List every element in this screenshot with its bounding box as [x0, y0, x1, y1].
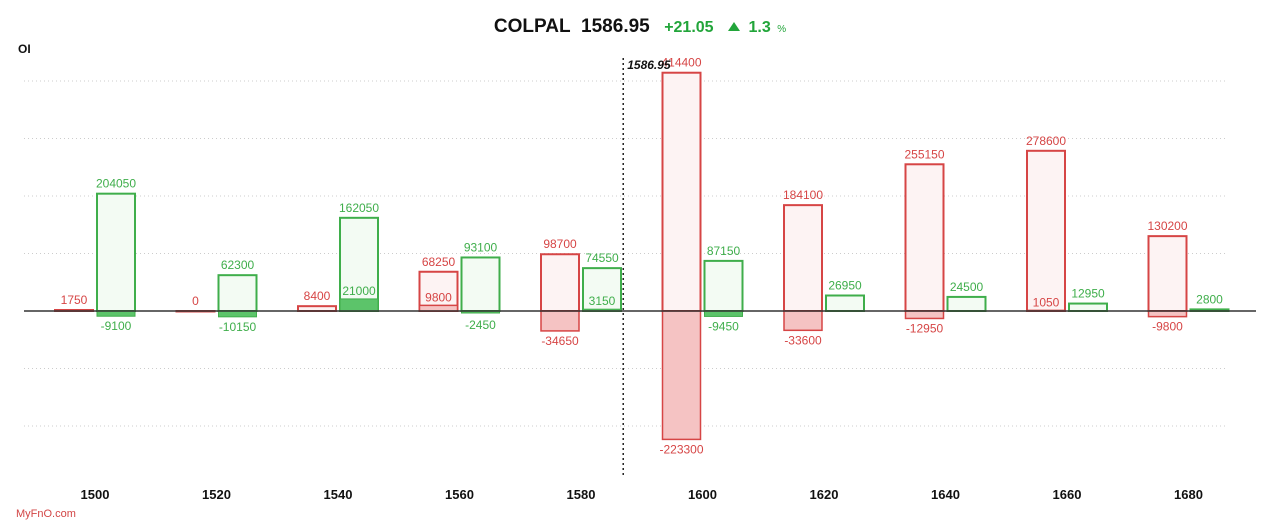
put-oi-label: 24500 — [950, 280, 984, 294]
call-oi-bar — [783, 204, 823, 312]
call-oi-label: 8400 — [304, 289, 331, 303]
put-oi-change-label: 3150 — [589, 294, 616, 308]
call-oi-label: 130200 — [1147, 219, 1187, 233]
x-tick-label: 1500 — [81, 487, 110, 502]
call-oi-change-label: -223300 — [659, 442, 703, 456]
price-change: +21.05 — [664, 19, 714, 36]
put-oi-change-label: -9100 — [101, 319, 132, 333]
put-oi-label: 74550 — [585, 251, 619, 265]
put-oi-change-label: -9450 — [708, 319, 739, 333]
put-oi-label: 93100 — [464, 240, 498, 254]
x-tick-label: 1660 — [1053, 487, 1082, 502]
call-oi-label: 1750 — [61, 293, 88, 307]
call-oi-change-label: -12950 — [906, 321, 944, 335]
put-oi-label: 62300 — [221, 258, 255, 272]
y-axis-label: OI — [18, 42, 31, 56]
symbol: COLPAL — [493, 16, 571, 37]
call-oi-bar — [661, 71, 702, 312]
call-oi-change-label: 1050 — [1033, 295, 1060, 309]
call-oi-change-bar — [1147, 310, 1188, 318]
call-oi-bar — [1147, 235, 1188, 312]
x-tick-label: 1620 — [810, 487, 839, 502]
put-oi-label: 204050 — [96, 177, 136, 191]
price: 1586.95 — [581, 16, 650, 37]
call-oi-bar — [904, 163, 945, 312]
gridlines — [24, 80, 1228, 427]
put-oi-change-bar — [339, 298, 379, 312]
data-labels: 1750 204050 -9100 0 62300 -10150 8400 162050 210… — [61, 56, 1224, 457]
put-oi-bar — [703, 259, 744, 313]
call-oi-bar — [1026, 149, 1066, 312]
x-tick-label: 1680 — [1174, 487, 1203, 502]
call-oi-change-bar — [904, 310, 945, 320]
call-oi-label: 98700 — [543, 237, 577, 251]
put-oi-change-label: -10150 — [219, 320, 257, 334]
x-tick-label: 1560 — [445, 487, 474, 502]
put-oi-change-bar — [96, 310, 136, 317]
call-oi-label: 0 — [192, 294, 199, 308]
call-oi-change-label: -33600 — [784, 333, 822, 347]
put-oi-label: 2800 — [1196, 292, 1223, 306]
percent-change: 1.3 — [748, 19, 771, 36]
percent-sign: % — [777, 24, 787, 35]
put-oi-label: 26950 — [828, 279, 862, 293]
call-oi-label: 68250 — [422, 255, 456, 269]
call-oi-label: 255150 — [904, 147, 944, 161]
call-oi-label: 184100 — [783, 188, 823, 202]
put-oi-bar — [825, 294, 865, 313]
call-oi-change-bar — [540, 310, 580, 332]
call-oi-change-label: 9800 — [425, 290, 452, 304]
put-oi-change-bar — [218, 310, 257, 318]
put-oi-bar — [217, 274, 258, 312]
put-oi-bar — [96, 192, 136, 312]
put-oi-change-bar — [704, 310, 743, 317]
call-oi-change-bar — [418, 304, 459, 312]
put-oi-label: 162050 — [339, 201, 379, 215]
put-oi-label: 87150 — [707, 244, 741, 258]
put-oi-bar — [460, 256, 501, 312]
x-tick-label: 1520 — [202, 487, 231, 502]
chart-header: COLPAL 1586.95 +21.05 1.3 % — [0, 16, 1280, 38]
call-oi-label: 278600 — [1026, 134, 1066, 148]
put-oi-label: 12950 — [1071, 287, 1105, 301]
call-oi-change-bar — [661, 310, 702, 441]
watermark: MyFnO.com — [16, 508, 76, 520]
put-oi-change-label: -2450 — [465, 318, 496, 332]
call-oi-change-label: -34650 — [541, 334, 579, 348]
call-oi-change-bar — [783, 310, 823, 332]
x-tick-label: 1540 — [324, 487, 353, 502]
put-oi-bar — [946, 295, 987, 313]
call-oi-bar — [540, 253, 580, 312]
x-axis: 1500 1520 1540 1560 1580 1600 1620 1640 1660 1680… — [24, 58, 1256, 502]
up-arrow-icon — [728, 22, 741, 31]
x-tick-label: 1600 — [688, 487, 717, 502]
put-oi-change-label: 21000 — [342, 284, 376, 298]
spot-price-label: 1586.95 — [627, 58, 671, 72]
x-tick-label: 1640 — [931, 487, 960, 502]
x-tick-label: 1580 — [567, 487, 596, 502]
call-oi-change-label: -9800 — [1152, 320, 1183, 334]
put-oi-bar — [1068, 302, 1108, 312]
chart-marks — [54, 71, 1230, 441]
call-oi-label: 414400 — [661, 56, 701, 70]
